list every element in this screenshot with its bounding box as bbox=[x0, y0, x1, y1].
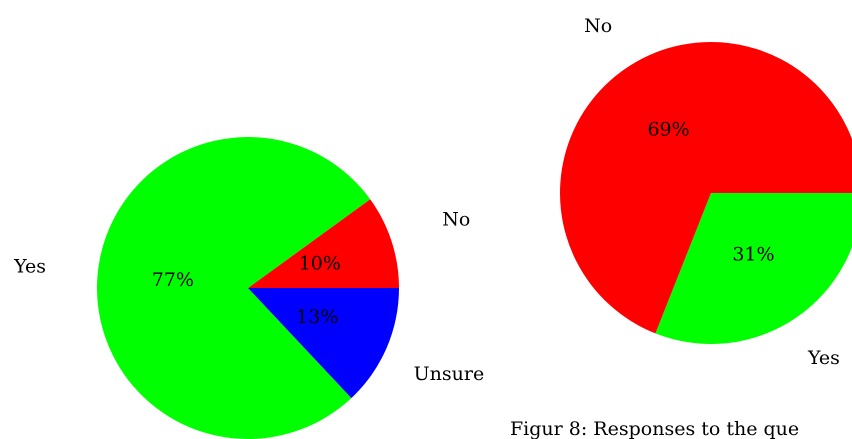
slice-label: Yes bbox=[807, 347, 840, 369]
value-label: 69% bbox=[647, 119, 689, 141]
slice-label: No bbox=[442, 208, 470, 230]
pie-slice bbox=[97, 136, 371, 439]
slice-label: Unsure bbox=[414, 363, 485, 385]
pie-slice bbox=[248, 288, 399, 399]
slice-label: Yes bbox=[13, 255, 46, 277]
pie-slice bbox=[248, 199, 399, 288]
caption: Figur 8: Responses to the que bbox=[510, 418, 799, 439]
pie-slice bbox=[655, 193, 852, 344]
value-label: 77% bbox=[152, 269, 194, 291]
value-label: 10% bbox=[299, 253, 341, 275]
value-label: 31% bbox=[732, 243, 774, 265]
slice-label: No bbox=[584, 15, 612, 37]
value-label: 13% bbox=[296, 306, 338, 328]
pie-slice bbox=[560, 42, 852, 334]
